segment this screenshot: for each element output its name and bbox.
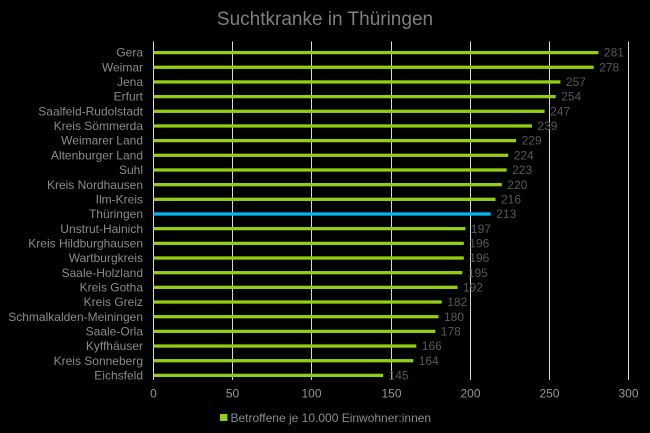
svg-text:182: 182 xyxy=(447,295,467,309)
svg-text:216: 216 xyxy=(501,192,521,206)
svg-text:220: 220 xyxy=(507,178,527,192)
svg-text:145: 145 xyxy=(389,368,409,382)
svg-text:Kreis Sonneberg: Kreis Sonneberg xyxy=(54,354,143,368)
svg-text:192: 192 xyxy=(463,280,483,294)
svg-text:Unstrut-Hainich: Unstrut-Hainich xyxy=(60,222,143,236)
svg-text:213: 213 xyxy=(496,207,516,221)
svg-text:164: 164 xyxy=(419,354,439,368)
svg-text:Kreis Hildburghausen: Kreis Hildburghausen xyxy=(28,236,143,250)
svg-text:Saale-Orla: Saale-Orla xyxy=(86,324,144,338)
svg-text:247: 247 xyxy=(550,104,570,118)
svg-text:Kreis Gotha: Kreis Gotha xyxy=(80,280,144,294)
svg-text:223: 223 xyxy=(512,163,532,177)
svg-text:Schmalkalden-Meiningen: Schmalkalden-Meiningen xyxy=(8,310,143,324)
svg-text:0: 0 xyxy=(150,387,157,401)
svg-text:Erfurt: Erfurt xyxy=(114,90,144,104)
svg-text:Eichsfeld: Eichsfeld xyxy=(94,368,143,382)
svg-text:197: 197 xyxy=(471,222,491,236)
svg-text:Gera: Gera xyxy=(116,46,143,60)
svg-text:195: 195 xyxy=(468,266,488,280)
svg-text:Suhl: Suhl xyxy=(119,163,143,177)
svg-text:166: 166 xyxy=(422,339,442,353)
svg-text:100: 100 xyxy=(301,387,321,401)
svg-text:178: 178 xyxy=(441,324,461,338)
svg-text:Kreis Greiz: Kreis Greiz xyxy=(84,295,143,309)
svg-text:196: 196 xyxy=(469,236,489,250)
svg-text:Kyffhäuser: Kyffhäuser xyxy=(86,339,143,353)
svg-text:Jena: Jena xyxy=(117,75,143,89)
svg-text:Kreis Sömmerda: Kreis Sömmerda xyxy=(54,119,144,133)
svg-text:Suchtkranke in Thüringen: Suchtkranke in Thüringen xyxy=(217,9,433,30)
svg-text:Altenburger Land: Altenburger Land xyxy=(51,148,143,162)
svg-text:196: 196 xyxy=(469,251,489,265)
svg-text:Saale-Holzland: Saale-Holzland xyxy=(62,266,143,280)
svg-text:Wartburgkreis: Wartburgkreis xyxy=(69,251,143,265)
svg-text:Weimar: Weimar xyxy=(102,60,143,74)
svg-text:239: 239 xyxy=(537,119,557,133)
svg-text:180: 180 xyxy=(444,310,464,324)
svg-text:Saalfeld-Rudolstadt: Saalfeld-Rudolstadt xyxy=(38,104,143,118)
svg-text:278: 278 xyxy=(599,60,619,74)
svg-text:150: 150 xyxy=(381,387,401,401)
svg-text:229: 229 xyxy=(522,134,542,148)
svg-text:Kreis Nordhausen: Kreis Nordhausen xyxy=(47,178,143,192)
svg-text:257: 257 xyxy=(566,75,586,89)
svg-text:254: 254 xyxy=(561,90,581,104)
svg-text:Ilm-Kreis: Ilm-Kreis xyxy=(96,192,143,206)
svg-text:Weimarer Land: Weimarer Land xyxy=(61,134,143,148)
svg-text:250: 250 xyxy=(539,387,559,401)
svg-text:50: 50 xyxy=(226,387,240,401)
svg-text:200: 200 xyxy=(460,387,480,401)
svg-text:300: 300 xyxy=(618,387,638,401)
svg-text:281: 281 xyxy=(604,46,624,60)
svg-text:224: 224 xyxy=(514,148,534,162)
svg-text:Thüringen: Thüringen xyxy=(89,207,143,221)
svg-text:Betroffene je 10.000 Einwohner: Betroffene je 10.000 Einwohner:innen xyxy=(231,411,432,425)
